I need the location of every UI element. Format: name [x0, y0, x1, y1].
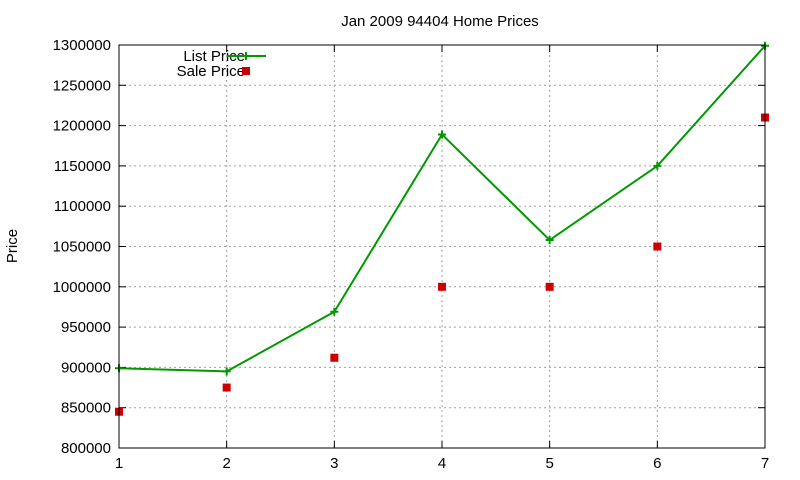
x-tick-label: 1 [115, 455, 123, 472]
x-tick-label: 2 [222, 455, 230, 472]
plot-area [115, 41, 769, 416]
legend-marker-sale-price [242, 67, 250, 75]
list-price-point [438, 130, 446, 139]
x-tick-label: 6 [653, 455, 661, 472]
legend-label-sale-price: Sale Price [177, 63, 245, 80]
y-tick-label: 1100000 [54, 198, 111, 215]
x-tick-label: 5 [545, 455, 553, 472]
legend-label-list-price: List Price [183, 48, 245, 65]
y-tick-label: 900000 [61, 359, 111, 376]
y-tick-label: 950000 [61, 319, 111, 336]
y-tick-label: 1050000 [53, 239, 111, 256]
y-tick-label: 850000 [61, 400, 111, 417]
y-tick-label: 1000000 [53, 279, 111, 296]
sale-price-point [653, 242, 662, 251]
y-tick-label: 1300000 [53, 37, 111, 54]
x-tick-label: 7 [761, 455, 769, 472]
tick-labels: 1 2 3 4 5 6 7 800000 850000 900000 950000 1000000 10… [53, 37, 770, 472]
list-price-point [330, 307, 339, 316]
list-price-point [222, 367, 231, 376]
y-tick-label: 1150000 [54, 158, 111, 175]
y-tick-label: 1200000 [53, 118, 111, 135]
legend-marker-list-price [242, 52, 250, 60]
sale-price-point [545, 282, 554, 291]
list-price-point [545, 236, 554, 245]
sale-price-point [330, 353, 339, 362]
y-axis-label: Price [4, 229, 21, 263]
grid [118, 44, 766, 449]
list-price-point [653, 161, 662, 170]
plot-frame [118, 44, 766, 449]
chart-title: Jan 2009 94404 Home Prices [341, 13, 539, 30]
sale-price-point [222, 383, 231, 392]
x-tick-label: 3 [330, 455, 338, 472]
sale-price-point [438, 282, 446, 291]
y-tick-label: 1250000 [53, 77, 111, 94]
x-tick-label: 4 [438, 455, 446, 472]
list-price-line [118, 45, 766, 373]
y-tick-label: 800000 [61, 440, 111, 457]
